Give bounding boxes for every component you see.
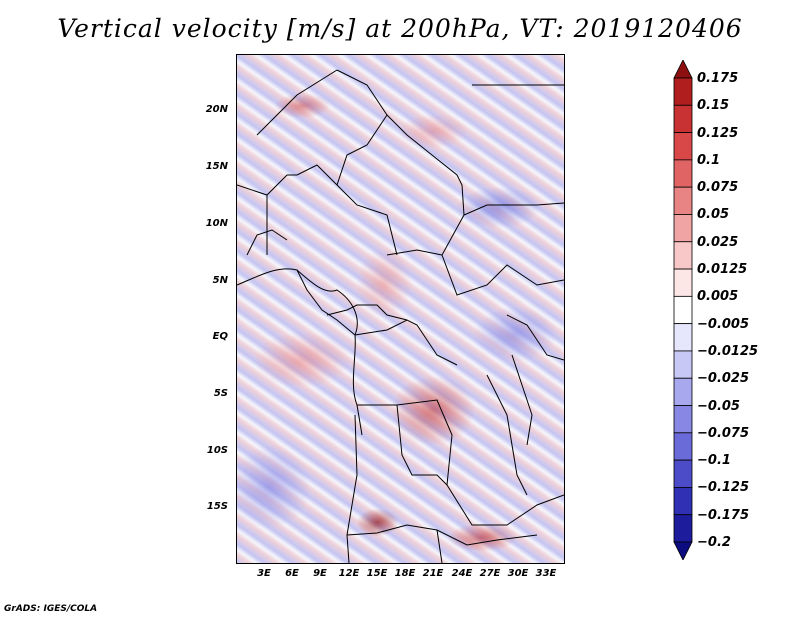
colorbar-swatch (673, 132, 693, 161)
colorbar-swatch (673, 487, 693, 516)
lat-label-10n: 10N (205, 218, 228, 229)
colorbar-label: 0.125 (697, 125, 739, 141)
colorbar-label: 0.1 (697, 152, 721, 168)
colorbar-swatch (673, 459, 693, 488)
lon-label-15e: 15E (366, 568, 388, 579)
lon-label-30e: 30E (507, 568, 529, 579)
colorbar-swatch (673, 241, 693, 270)
colorbar-label: 0.0125 (697, 262, 748, 278)
colorbar-swatch (673, 432, 693, 461)
lon-label-12e: 12E (338, 568, 360, 579)
lat-label-5s: 5S (213, 388, 228, 399)
colorbar-swatch (673, 268, 693, 297)
colorbar (673, 60, 693, 560)
colorbar-label: −0.025 (697, 371, 750, 387)
colorbar-label: −0.005 (697, 316, 750, 332)
colorbar-label: −0.175 (697, 507, 750, 523)
chart-title: Vertical velocity [m/s] at 200hPa, VT: 2… (57, 14, 743, 43)
lat-label-15s: 15S (206, 501, 228, 512)
country-borders (237, 69, 564, 563)
colorbar-label: 0.005 (697, 289, 739, 305)
colorbar-label: −0.0125 (697, 343, 759, 359)
colorbar-label: −0.05 (697, 398, 740, 414)
lon-label-27e: 27E (479, 568, 501, 579)
colorbar-swatch (673, 104, 693, 133)
colorbar-swatch (673, 541, 693, 560)
lon-label-33e: 33E (535, 568, 557, 579)
colorbar-swatch (673, 350, 693, 379)
colorbar-swatch (673, 295, 693, 325)
colorbar-label: −0.075 (697, 425, 750, 441)
colorbar-label: 0.025 (697, 234, 739, 250)
colorbar-label: 0.075 (697, 180, 739, 196)
colorbar-swatch (673, 77, 693, 106)
lat-label-20n: 20N (205, 104, 228, 115)
colorbar-swatch (673, 323, 693, 352)
lon-label-9e: 9E (313, 568, 327, 579)
map-panel (236, 54, 565, 564)
colorbar-swatch (673, 60, 693, 79)
lon-label-24e: 24E (451, 568, 473, 579)
lat-label-15n: 15N (205, 161, 228, 172)
lon-label-6e: 6E (285, 568, 299, 579)
grads-credit: GrADS: IGES/COLA (4, 604, 98, 614)
lat-label-10s: 10S (206, 445, 228, 456)
colorbar-label: −0.125 (697, 480, 750, 496)
colorbar-swatch (673, 159, 693, 188)
colorbar-label: 0.15 (697, 98, 730, 114)
colorbar-swatch (673, 514, 693, 543)
colorbar-swatch (673, 405, 693, 434)
colorbar-swatch (673, 186, 693, 215)
colorbar-swatch (673, 377, 693, 406)
colorbar-label: 0.175 (697, 71, 739, 86)
colorbar-swatch (673, 214, 693, 243)
colorbar-label: −0.2 (697, 535, 731, 550)
lon-label-21e: 21E (422, 568, 444, 579)
lon-label-18e: 18E (394, 568, 416, 579)
colorbar-label: 0.05 (697, 207, 730, 223)
colorbar-label: −0.1 (697, 453, 731, 469)
lat-label-eq: EQ (212, 331, 228, 342)
lon-label-3e: 3E (257, 568, 271, 579)
lat-label-5n: 5N (212, 275, 228, 286)
